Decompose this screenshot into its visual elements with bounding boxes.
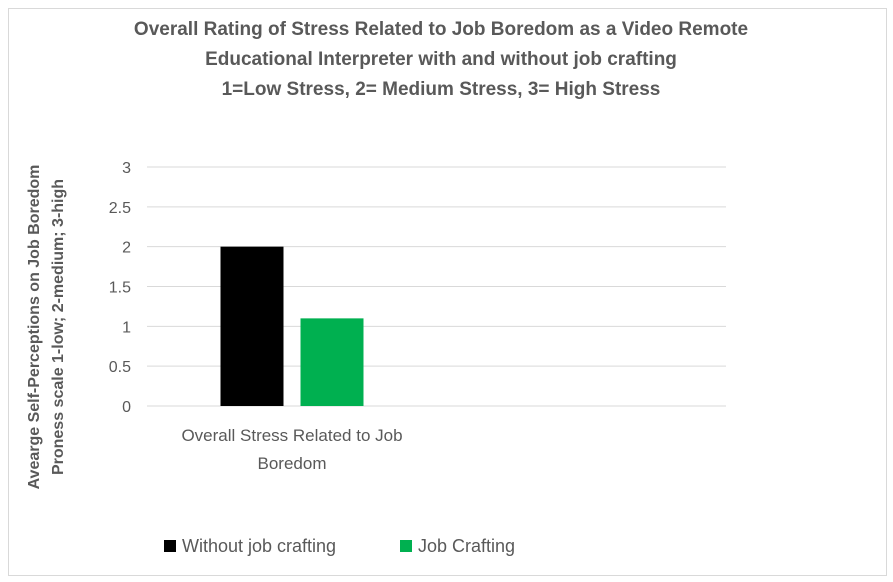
y-tick-label-2: 1 [122,319,131,336]
legend-swatch-job-crafting [400,540,412,552]
y-tick-label-6: 3 [122,160,131,177]
chart-title-line-3: 1=Low Stress, 2= Medium Stress, 3= High … [222,79,661,100]
chart-frame: Overall Rating of Stress Related to Job … [8,8,887,576]
y-axis-label-line-2: Proness scale 1-low; 2-medium; 3-high [50,179,67,475]
chart-svg: Overall Rating of Stress Related to Job … [26,19,748,556]
chart-title-line-2: Educational Interpreter with and without… [205,49,677,70]
bar-job-crafting [300,318,364,406]
y-tick-label-0: 0 [122,399,131,416]
y-tick-label-3: 1.5 [109,280,131,297]
y-tick-label-5: 2.5 [109,200,131,217]
legend-label-job-crafting: Job Crafting [418,536,515,556]
category-label-line-2: Boredom [258,454,327,473]
legend-swatch-without-job-crafting [164,540,176,552]
x-axis-category-label: Overall Stress Related to Job Boredom [181,426,402,473]
y-axis-label: Avearge Self-Perceptions on Job Boredom … [26,165,67,490]
chart-title-line-1: Overall Rating of Stress Related to Job … [134,19,748,40]
category-label-line-1: Overall Stress Related to Job [181,426,402,445]
y-axis-label-line-1: Avearge Self-Perceptions on Job Boredom [26,165,43,490]
bars [220,246,364,406]
chart-title: Overall Rating of Stress Related to Job … [134,19,748,100]
y-tick-label-4: 2 [122,240,131,257]
legend: Without job crafting Job Crafting [164,536,515,556]
y-tick-label-1: 0.5 [109,359,131,376]
legend-label-without-job-crafting: Without job crafting [182,536,336,556]
bar-without-job-crafting [220,246,284,406]
y-axis-ticks: 0 0.5 1 1.5 2 2.5 3 [109,160,131,416]
